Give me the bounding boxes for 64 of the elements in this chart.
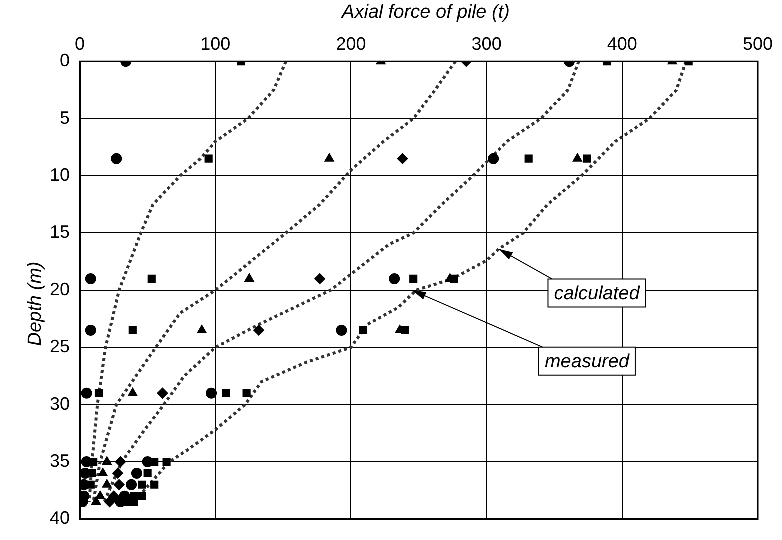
point	[85, 273, 96, 284]
x-tick-label: 300	[472, 34, 502, 54]
point	[204, 154, 213, 163]
point	[524, 154, 533, 163]
point	[115, 456, 126, 468]
point	[91, 496, 102, 506]
point	[397, 153, 408, 164]
point	[94, 389, 104, 398]
point	[131, 468, 142, 479]
point	[130, 492, 138, 500]
y-tick-label: 40	[50, 508, 70, 528]
x-tick-label: 0	[75, 34, 86, 54]
y-tick-label: 25	[50, 336, 70, 357]
point	[583, 154, 592, 163]
point	[254, 324, 265, 336]
point	[138, 480, 146, 489]
point	[206, 388, 218, 399]
point	[138, 492, 146, 500]
point	[80, 468, 91, 479]
y-tick-label: 5	[60, 108, 70, 128]
point	[112, 468, 124, 479]
x-tick-label: 100	[200, 34, 231, 54]
point	[244, 273, 254, 282]
point	[126, 479, 138, 490]
point	[81, 388, 92, 399]
y-tick-label: 20	[50, 279, 70, 300]
point	[359, 326, 368, 334]
point	[128, 326, 137, 334]
y-tick-label: 10	[50, 164, 70, 185]
y-tick-label: 30	[50, 394, 70, 414]
point	[144, 469, 152, 478]
point	[157, 388, 168, 399]
point	[314, 273, 326, 284]
point	[102, 456, 112, 465]
y-tick-label: 15	[50, 222, 70, 242]
point	[162, 458, 171, 466]
point	[128, 388, 138, 396]
point	[98, 468, 108, 476]
point	[96, 490, 106, 500]
point	[114, 479, 125, 490]
point	[324, 153, 334, 162]
annotation: calculated	[554, 283, 642, 304]
point	[102, 479, 112, 488]
y-tick-label: 35	[50, 450, 70, 471]
point	[150, 480, 159, 489]
point	[111, 153, 122, 164]
point	[410, 274, 418, 283]
y-tick-label: 0	[60, 50, 70, 71]
point	[572, 153, 582, 162]
point	[85, 324, 96, 336]
x-axis-title: Axial force of pile (t)	[342, 2, 510, 24]
point	[222, 389, 230, 398]
point	[389, 273, 400, 284]
point	[336, 324, 348, 336]
annotation: measured	[544, 352, 631, 373]
point	[148, 274, 156, 283]
point	[104, 496, 116, 508]
point	[488, 153, 500, 164]
x-tick-label: 200	[336, 34, 366, 54]
point	[197, 324, 207, 334]
x-tick-label: 500	[742, 34, 774, 54]
x-tick-label: 400	[607, 34, 638, 54]
y-axis-title: Depth (m)	[25, 262, 47, 346]
point	[242, 389, 251, 398]
